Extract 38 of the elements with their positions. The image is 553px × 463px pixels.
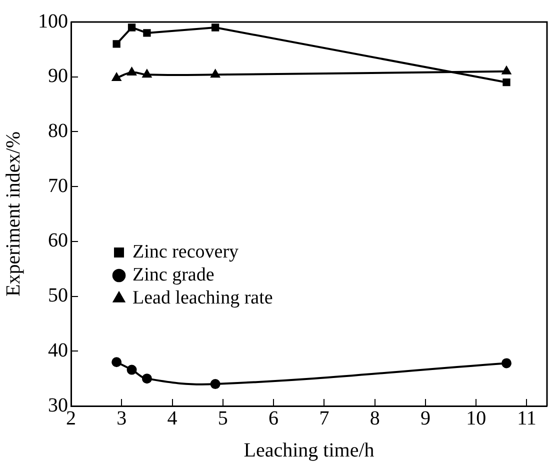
point [502,66,511,74]
y-tick-label: 100 [38,10,68,32]
x-tick-label: 11 [517,407,536,430]
point [142,70,152,78]
y-tick-label: 70 [48,174,68,197]
point [142,374,152,384]
legend-label: Zinc grade [132,264,214,286]
y-axis-title: Experiment index/% [2,132,24,296]
legend-label: Lead leaching rate [132,287,273,308]
point [128,24,136,32]
point [143,29,151,37]
point [502,78,510,86]
point [501,358,512,368]
point [210,379,220,390]
x-tick-label: 2 [66,407,76,430]
x-tick-label: 3 [116,407,127,430]
x-axis-title: Leaching time/h [244,439,374,462]
legend-label: Zinc recovery [132,241,240,262]
point [112,72,122,81]
y-tick-label: 50 [48,284,68,307]
point [112,357,122,368]
y-tick-label: 60 [48,230,68,252]
point [112,40,120,48]
point [127,67,136,76]
x-tick-label: 7 [319,407,330,430]
point [210,70,220,78]
point [126,364,137,375]
y-tick-label: 30 [48,394,68,416]
y-tick-label: 90 [48,65,68,88]
point [211,24,220,32]
x-tick-label: 10 [466,407,486,430]
x-tick-label: 5 [218,407,228,430]
y-tick-label: 40 [48,339,68,362]
y-tick-label: 80 [48,120,68,142]
x-tick-label: 9 [420,407,430,430]
x-tick-label: 8 [370,407,380,430]
x-tick-label: 4 [167,407,178,430]
x-tick-label: 6 [268,407,279,430]
